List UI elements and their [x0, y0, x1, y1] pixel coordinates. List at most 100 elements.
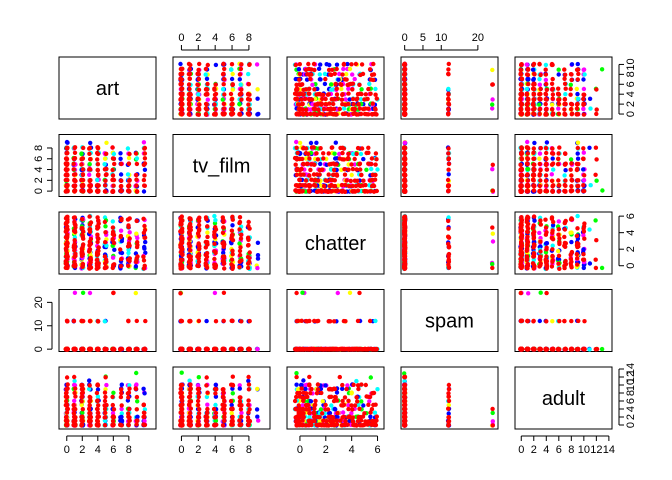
data-point	[319, 188, 324, 193]
data-point	[111, 183, 116, 188]
data-point	[569, 178, 575, 183]
data-point	[321, 112, 326, 117]
data-point	[142, 223, 147, 229]
data-point	[550, 76, 555, 82]
panel-frame	[286, 56, 385, 120]
data-point	[135, 240, 140, 245]
data-point	[80, 234, 86, 239]
data-point	[229, 112, 235, 117]
data-point	[304, 161, 310, 167]
data-point	[349, 172, 354, 178]
data-point	[367, 81, 372, 87]
data-point	[307, 188, 312, 193]
data-point	[118, 247, 123, 252]
panel-tv_film-vs-tv_film: tv_film	[172, 134, 271, 197]
data-point	[324, 112, 330, 117]
data-point	[556, 189, 561, 194]
data-point	[402, 217, 407, 222]
data-point	[180, 226, 185, 231]
data-point	[531, 188, 537, 193]
data-point	[321, 183, 327, 189]
data-point	[102, 189, 108, 194]
data-point	[96, 262, 101, 268]
data-point	[581, 77, 586, 82]
data-point	[599, 67, 605, 72]
data-point	[230, 101, 235, 107]
data-point	[556, 72, 561, 77]
data-point	[366, 86, 371, 92]
data-point	[307, 156, 312, 161]
data-point	[568, 188, 574, 193]
data-point	[550, 111, 556, 116]
data-point	[343, 97, 348, 102]
data-point	[537, 151, 543, 156]
data-point	[446, 61, 451, 67]
data-point	[238, 245, 243, 250]
data-point	[102, 265, 108, 271]
data-point	[103, 224, 108, 229]
data-point	[212, 249, 217, 254]
data-point	[526, 215, 531, 220]
data-point	[321, 156, 326, 161]
data-point	[119, 238, 125, 244]
data-point	[350, 106, 355, 112]
data-point	[118, 172, 124, 177]
data-point	[178, 61, 183, 67]
data-point	[179, 101, 185, 106]
data-point	[187, 265, 192, 270]
data-point	[238, 66, 244, 72]
data-point	[549, 102, 555, 107]
data-point	[221, 71, 226, 77]
data-point	[352, 156, 357, 162]
data-point	[518, 91, 524, 97]
data-point	[402, 188, 407, 193]
data-point	[490, 67, 495, 73]
data-point	[537, 82, 542, 87]
data-point	[544, 81, 549, 87]
data-point	[550, 156, 555, 161]
data-point	[229, 76, 235, 82]
data-point	[518, 167, 524, 172]
data-point	[179, 96, 184, 101]
data-point	[222, 66, 227, 72]
data-point	[326, 172, 331, 177]
data-point	[220, 215, 225, 220]
data-point	[402, 235, 408, 240]
data-point	[237, 220, 242, 226]
data-point	[446, 226, 451, 231]
data-point	[563, 72, 568, 78]
data-point	[556, 111, 562, 117]
data-point	[134, 161, 140, 167]
data-point	[557, 236, 562, 241]
panel-chatter-vs-tv_film	[172, 211, 271, 275]
data-point	[316, 66, 322, 72]
data-point	[222, 77, 227, 82]
data-point	[490, 261, 495, 267]
data-point	[358, 97, 364, 102]
data-point	[543, 77, 549, 83]
data-point	[110, 265, 116, 271]
data-point	[239, 87, 244, 92]
data-point	[343, 182, 348, 188]
data-point	[102, 219, 108, 225]
data-point	[368, 91, 373, 96]
data-point	[142, 183, 147, 188]
data-point	[294, 145, 299, 150]
panel-art-vs-art: art	[58, 56, 157, 120]
data-point	[402, 155, 408, 161]
data-point	[370, 177, 375, 183]
data-point	[341, 62, 347, 67]
data-point	[314, 92, 319, 97]
data-point	[555, 162, 561, 167]
data-point	[575, 183, 581, 189]
data-point	[581, 183, 586, 188]
data-point	[134, 218, 139, 224]
data-point	[446, 234, 451, 239]
data-point	[94, 252, 100, 258]
data-point	[246, 237, 251, 242]
data-point	[320, 96, 325, 102]
data-point	[550, 253, 555, 259]
data-point	[347, 97, 352, 102]
data-point	[556, 86, 561, 91]
data-point	[575, 189, 581, 194]
